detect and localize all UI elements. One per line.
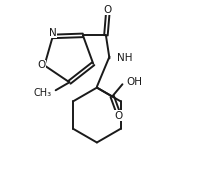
Text: O: O [37, 60, 45, 70]
Text: NH: NH [117, 53, 133, 63]
Text: O: O [114, 111, 123, 121]
Text: CH₃: CH₃ [34, 88, 52, 98]
Text: O: O [104, 5, 112, 15]
Text: N: N [49, 27, 57, 38]
Text: OH: OH [127, 78, 143, 87]
